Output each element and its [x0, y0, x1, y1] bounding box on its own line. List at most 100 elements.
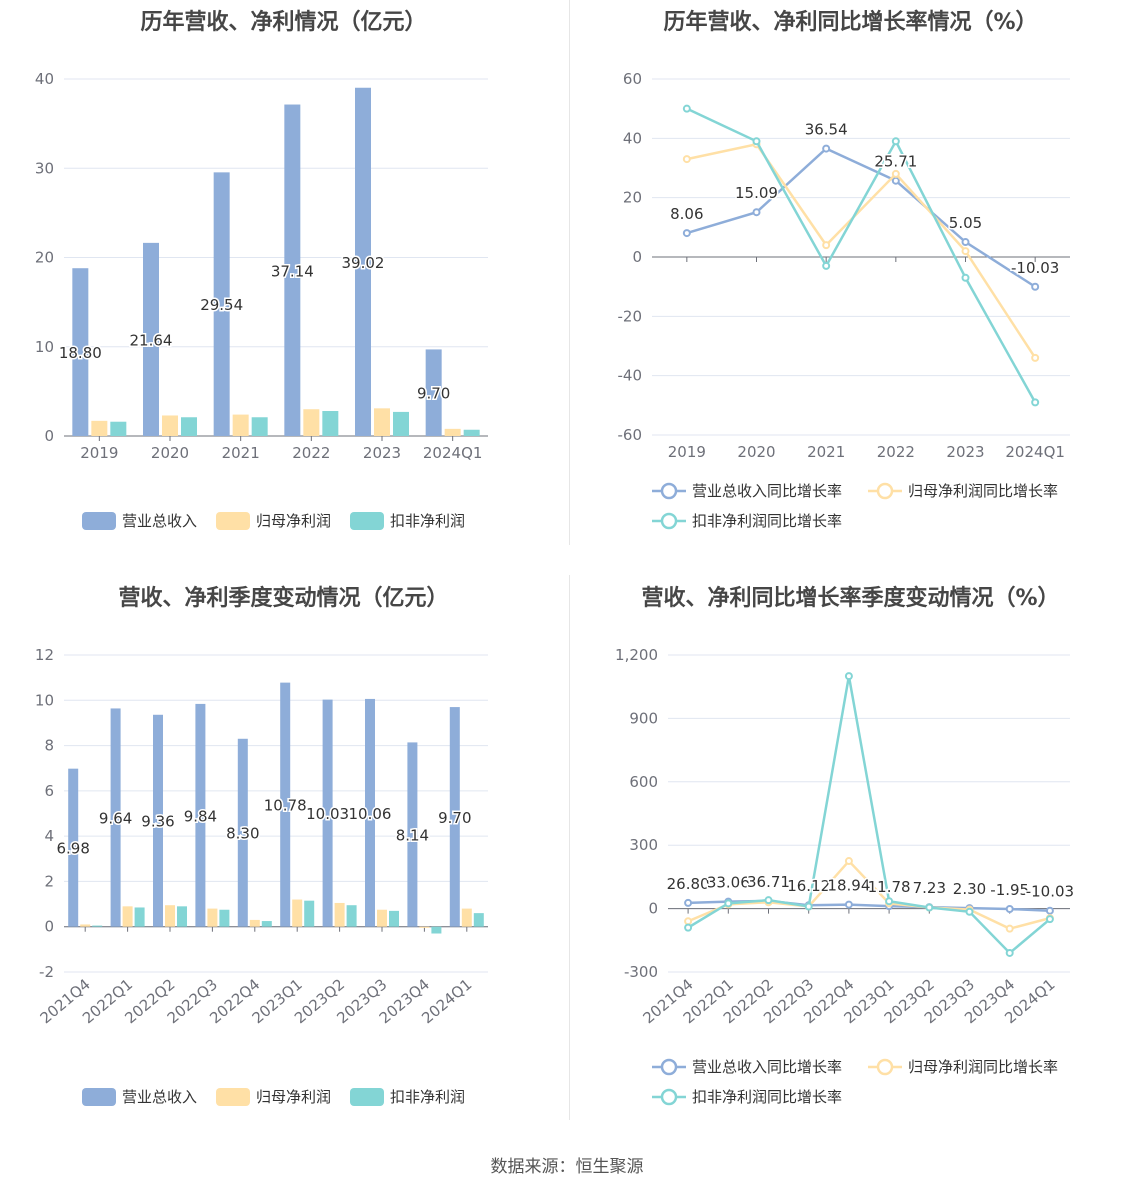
bar [377, 909, 387, 927]
y-tick-label: -40 [618, 367, 643, 385]
panel-divider [569, 0, 570, 545]
data-point [891, 137, 900, 146]
data-point [1031, 282, 1040, 291]
data-label: 2.30 [953, 880, 986, 898]
y-tick-label: 900 [629, 709, 658, 727]
bar [251, 417, 268, 436]
legend-label: 扣非净利润同比增长率 [692, 1088, 842, 1106]
data-point [764, 896, 773, 905]
legend-swatch-marker [660, 1058, 678, 1076]
legend-label: 扣非净利润 [390, 1088, 465, 1106]
data-point [1045, 915, 1054, 924]
chart-title: 营收、净利同比增长率季度变动情况（%） [641, 586, 1060, 611]
data-label: 6.98 [56, 840, 89, 858]
data-label: -10.03 [1011, 259, 1059, 277]
bar [389, 910, 399, 927]
data-label: 8.30 [226, 825, 259, 843]
legend-label: 营业总收入同比增长率 [692, 1058, 842, 1076]
data-point [822, 261, 831, 270]
legend-swatch-marker [876, 482, 894, 500]
bar [284, 104, 301, 436]
data-point [684, 923, 693, 932]
quarterly-growth-rate-plot: -30003006009001,2002021Q42022Q12022Q2202… [615, 646, 1076, 1106]
legend-swatch-marker [660, 1088, 678, 1106]
data-label: 9.64 [99, 810, 132, 828]
data-point [684, 898, 693, 907]
data-point [885, 897, 894, 906]
y-tick-label: 0 [44, 918, 54, 936]
bar [122, 906, 133, 927]
annual-growth-rate-plot: -60 -40 -20 0 20 40 60 2019 2020 2021 2022 2023 2024… [618, 70, 1070, 530]
data-point [891, 176, 900, 185]
bar [473, 913, 484, 927]
series-line [686, 107, 1037, 403]
data-point [822, 144, 831, 153]
legend-swatch [350, 512, 384, 530]
data-label: 10.03 [306, 805, 349, 823]
data-label: 29.54 [200, 296, 243, 314]
y-tick-label: 30 [35, 159, 54, 177]
y-tick-label: 10 [35, 691, 54, 709]
data-label: 5.05 [949, 214, 982, 232]
legend-swatch [82, 512, 116, 530]
data-label: 37.14 [271, 262, 314, 280]
data-label: 15.09 [735, 184, 778, 202]
x-tick-label: 2022 [292, 444, 330, 462]
bar [162, 415, 178, 436]
bar [461, 908, 472, 927]
chart-title: 营收、净利季度变动情况（亿元） [118, 586, 449, 611]
bar [207, 908, 218, 927]
x-tick-label: 2019 [668, 443, 706, 461]
data-point [1045, 906, 1054, 915]
bar [143, 242, 159, 436]
data-point [684, 917, 693, 926]
x-tick-label: 2022 [877, 443, 915, 461]
legend-swatch-marker [660, 512, 678, 530]
bar [219, 909, 230, 927]
y-tick-label: 6 [44, 782, 54, 800]
data-point [844, 857, 853, 866]
x-tick-label: 2021 [222, 444, 260, 462]
y-tick-label: 2 [44, 872, 54, 890]
bar [232, 414, 249, 436]
legend-label: 扣非净利润同比增长率 [692, 512, 842, 530]
bar [407, 742, 418, 927]
legend-swatch [82, 1088, 116, 1106]
legend-swatch-marker [660, 482, 678, 500]
data-point [1005, 924, 1014, 933]
data-label: 36.54 [805, 121, 848, 139]
bar [110, 708, 121, 927]
y-tick-label: 40 [623, 129, 642, 147]
data-label: 9.70 [438, 809, 471, 827]
data-source-note: 数据来源：恒生聚源 [490, 1157, 644, 1177]
data-point [1031, 353, 1040, 362]
data-point [844, 672, 853, 681]
bar [261, 921, 272, 927]
bar [177, 906, 187, 927]
legend-label: 归母净利润 [256, 512, 331, 530]
data-point [961, 238, 970, 247]
bar [153, 714, 163, 927]
bar [365, 698, 375, 927]
data-point [752, 137, 761, 146]
x-tick-label: 2024Q1 [423, 444, 483, 462]
data-point [752, 208, 761, 217]
bar [249, 919, 260, 927]
bar [322, 411, 339, 436]
x-tick-label: 2023 [946, 443, 984, 461]
data-label: 7.23 [913, 879, 946, 897]
y-tick-label: 1,200 [615, 646, 658, 664]
y-tick-label: 60 [623, 70, 642, 88]
annual-growth-rate-chart: 历年营收、净利同比增长率情况（%） -60 -40 -20 0 20 40 60 2019 20… [567, 0, 1134, 560]
y-tick-label: -60 [618, 426, 643, 444]
legend-label: 归母净利润同比增长率 [908, 482, 1058, 500]
y-tick-label: 0 [632, 248, 642, 266]
x-tick-label: 2020 [737, 443, 775, 461]
legend-label: 归母净利润 [256, 1088, 331, 1106]
x-tick-label: 2019 [80, 444, 118, 462]
annual-revenue-profit-plot: 0 10 20 30 40 2019 2020 2021 2022 2023 2024Q1 18.80… [35, 70, 488, 530]
data-label: -10.03 [1026, 883, 1074, 901]
chart-title: 历年营收、净利同比增长率情况（%） [663, 10, 1038, 35]
quarterly-revenue-profit-chart: 营收、净利季度变动情况（亿元） -2 0 2 4 6 8 10 12 2021Q4 2022Q1 2… [0, 576, 567, 1136]
series-line [686, 142, 1037, 359]
